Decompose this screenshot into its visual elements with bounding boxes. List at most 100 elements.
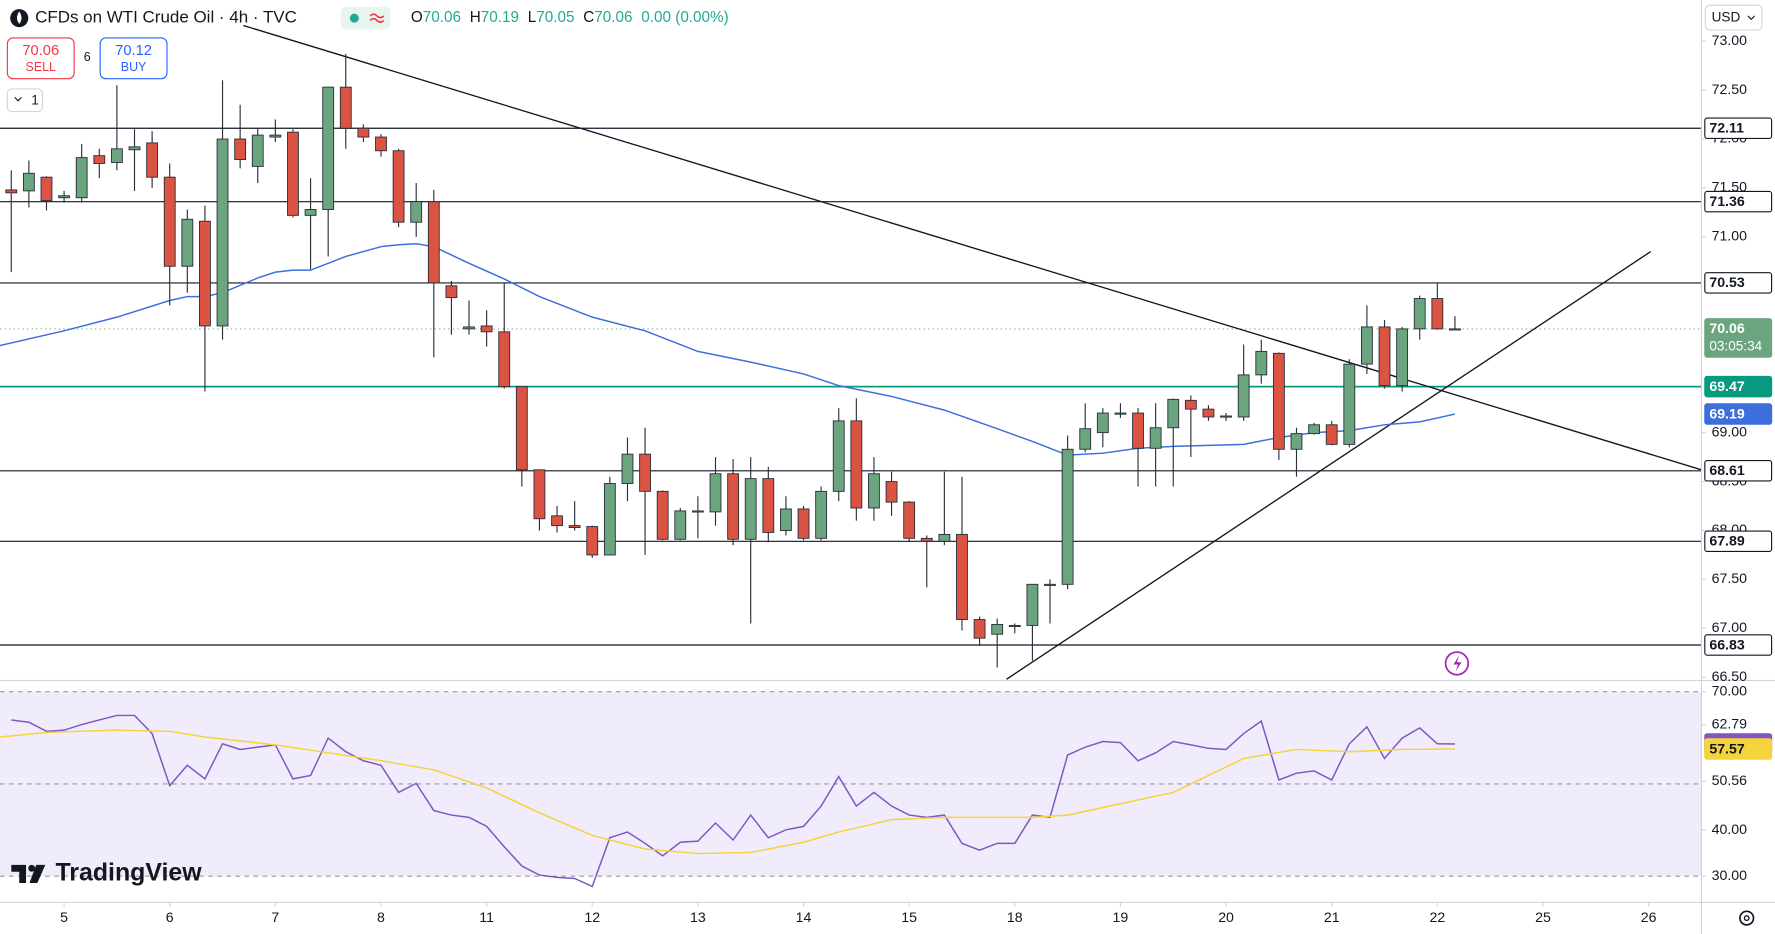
quantity-dropdown[interactable] (6, 88, 44, 113)
settings-icon[interactable] (1739, 910, 1755, 926)
candle-body-down (533, 469, 546, 520)
candle-body-down (586, 526, 599, 556)
sell-button[interactable] (6, 37, 75, 80)
candle-body-up (463, 326, 475, 330)
candle-body-up (1096, 412, 1109, 434)
x-tick-label: 25 (1535, 909, 1551, 925)
buy-label: BUY (121, 60, 147, 74)
moving-average (0, 242, 1456, 456)
candle-body-down (392, 150, 405, 223)
spread: 6 (84, 50, 91, 64)
y-tick-label: 71.00 (1712, 228, 1748, 244)
symbol-title: CFDs on WTI Crude Oil · 4h · TVC (35, 8, 297, 27)
candle-body-up (868, 473, 880, 509)
candle-body-down (339, 86, 352, 129)
candle-body-down (1431, 298, 1444, 330)
candle-body-up (304, 209, 317, 216)
x-tick-label: 19 (1113, 909, 1129, 925)
candle-body-down (903, 501, 916, 539)
x-tick-label: 15 (901, 909, 917, 925)
y-tick-label: 30.00 (1712, 867, 1748, 883)
low-value: 70.05 (536, 9, 574, 26)
y-tick-label: 73.00 (1712, 32, 1748, 48)
header: CFDs on WTI Crude Oil · 4h · TVC O70.06 … (6, 4, 1763, 113)
level-label-bg (1704, 460, 1773, 482)
level-label: 66.83 (1709, 636, 1745, 652)
high-label: H (470, 9, 481, 26)
x-tick-label: 26 (1641, 909, 1657, 925)
y-tick-label: 67.00 (1712, 619, 1748, 635)
candle-body-up (991, 623, 1004, 635)
currency: USD (1712, 10, 1741, 25)
candle-body-up (832, 420, 845, 492)
candle-body-up (322, 86, 335, 210)
event-icon[interactable] (1444, 651, 1470, 676)
candle-body-down (1132, 412, 1144, 449)
level-label-bg (1704, 190, 1773, 213)
level-label: 69.47 (1709, 378, 1745, 394)
gear-hub (1743, 915, 1750, 922)
last-price-label-countdown: 03:05:34 (1709, 339, 1762, 354)
candle-body-up (216, 138, 229, 327)
level-label: 72.11 (1709, 120, 1744, 136)
candle-body-up (815, 490, 828, 539)
candle-body-down (762, 478, 775, 533)
y-tick-label: 71.50 (1712, 179, 1748, 195)
candle-body-down (234, 138, 247, 161)
candle-body-up (1220, 415, 1232, 418)
candle-body-up (128, 146, 141, 151)
sell-label: SELL (26, 60, 57, 74)
x-tick-label: 6 (166, 909, 174, 925)
candle-body-up (58, 195, 70, 199)
candle-body-down (287, 131, 299, 216)
candle-body-up (110, 148, 123, 163)
candle-body-down (375, 136, 387, 152)
candle-body-down (797, 508, 810, 539)
status-dot (349, 13, 359, 23)
ma-label-bg (1704, 403, 1773, 425)
level-label: 68.61 (1709, 462, 1745, 478)
status-pill[interactable] (340, 6, 391, 30)
candle-body-down (1184, 399, 1197, 410)
rsi-line (0, 729, 1455, 855)
candle-body-up (1061, 448, 1074, 585)
candle-body-up (691, 510, 704, 513)
candle-body-down (498, 331, 511, 388)
x-tick-label: 5 (60, 909, 68, 925)
last-price-label-bg (1704, 318, 1773, 358)
currency-chevron (1747, 15, 1756, 21)
candle-body-up (1360, 326, 1373, 365)
buy-button[interactable] (99, 37, 168, 80)
candle-body-up (674, 510, 687, 540)
currency-button[interactable] (1704, 4, 1763, 31)
trendline (1006, 251, 1652, 680)
level-label-bg (1704, 272, 1773, 294)
y-tick-label: 62.79 (1712, 716, 1748, 732)
y-tick-label: 40.00 (1712, 821, 1748, 837)
candle-body-down (956, 533, 968, 621)
rsi-line (11, 714, 1455, 888)
last-price-label: 70.06 (1709, 320, 1745, 336)
candle-body-down (639, 453, 651, 492)
candle-body-up (22, 172, 35, 192)
candle-body-up (269, 134, 282, 138)
candle-body-down (920, 537, 933, 542)
candle-body-up (709, 473, 722, 513)
candle-body-up (1237, 374, 1250, 418)
candle-body-down (480, 325, 493, 333)
candle-body-up (603, 483, 616, 556)
candle-body-up (1114, 412, 1127, 415)
status-wave (369, 13, 385, 23)
candle-body-down (1325, 424, 1338, 445)
x-tick-label: 20 (1218, 909, 1234, 925)
candle-body-down (568, 525, 581, 529)
logo-slash (29, 864, 46, 884)
level-label-bg (1704, 117, 1773, 140)
candle-body-down (973, 619, 986, 639)
logo-text: TradingView (55, 859, 202, 887)
candle-body-up (621, 453, 634, 484)
level-label-bg (1704, 530, 1773, 553)
candle-body-down (1378, 326, 1391, 387)
candle-body-up (75, 157, 88, 199)
